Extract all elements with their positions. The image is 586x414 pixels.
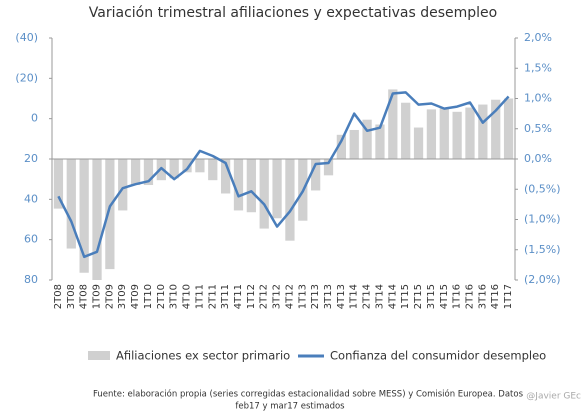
- bar: [362, 119, 372, 159]
- y2-tick-label: 2,0%: [524, 31, 552, 44]
- x-tick-label: 4T13: [336, 284, 347, 309]
- x-tick-label: 2T11: [207, 284, 218, 309]
- x-tick-label: 1T16: [452, 284, 463, 309]
- bar: [272, 159, 282, 219]
- source-note: feb17 y mar17 estimados: [235, 402, 345, 412]
- legend-label: Confianza del consumidor desempleo: [330, 349, 546, 363]
- legend-label: Afiliaciones ex sector primario: [116, 349, 290, 363]
- x-tick-label: 1T13: [297, 284, 308, 309]
- bar: [323, 159, 334, 176]
- bar: [503, 98, 514, 159]
- y2-tick-label: (1,0%): [524, 213, 561, 226]
- x-tick-label: 4T08: [79, 284, 90, 309]
- bar: [465, 107, 475, 159]
- bar: [143, 159, 154, 186]
- x-tick-label: 4T12: [284, 284, 295, 309]
- bar: [452, 111, 462, 159]
- x-tick-label: 3T16: [477, 284, 488, 309]
- y2-tick-label: (2,0%): [524, 273, 561, 286]
- x-tick-label: 4T10: [182, 284, 193, 309]
- bar: [375, 124, 385, 159]
- x-tick-label: 2T15: [413, 284, 424, 309]
- y2-tick-label: 0,5%: [524, 122, 552, 135]
- bar: [413, 127, 424, 159]
- x-tick-label: 4T11: [233, 284, 244, 309]
- x-tick-label: 4T16: [490, 284, 501, 309]
- bar: [439, 107, 449, 159]
- bar: [285, 159, 295, 241]
- legend-swatch: [88, 351, 110, 360]
- x-tick-label: 1T17: [503, 284, 514, 309]
- bar: [92, 159, 102, 280]
- bar: [53, 159, 64, 209]
- bar: [401, 102, 411, 159]
- bar: [478, 104, 488, 159]
- bar: [182, 159, 192, 173]
- y-tick-label: 40: [24, 192, 38, 205]
- x-tick-label: 4T14: [387, 284, 398, 309]
- x-tick-label: 2T16: [464, 284, 475, 309]
- x-tick-label: 2T13: [310, 284, 321, 309]
- y-tick-label: (40): [15, 31, 38, 44]
- y-tick-label: (20): [15, 71, 38, 84]
- x-tick-label: 1T09: [92, 284, 103, 309]
- x-tick-label: 1T11: [194, 284, 205, 309]
- y-tick-label: 0: [31, 112, 38, 125]
- bar: [336, 134, 347, 159]
- y-tick-label: 60: [24, 233, 38, 246]
- bar: [208, 159, 218, 181]
- bar: [426, 109, 437, 159]
- watermark: @Javier GEc: [526, 392, 581, 402]
- x-tick-label: 1T15: [400, 284, 411, 309]
- x-tick-label: 4T15: [439, 284, 450, 309]
- bar: [169, 159, 179, 179]
- x-tick-label: 1T14: [349, 284, 360, 309]
- bar: [246, 159, 256, 213]
- x-tick-label: 2T10: [156, 284, 167, 309]
- x-tick-label: 3T14: [374, 284, 385, 309]
- bar: [79, 159, 89, 273]
- bar: [130, 159, 141, 186]
- x-tick-label: 2T08: [53, 284, 64, 309]
- bar: [118, 159, 128, 211]
- bar: [220, 159, 231, 194]
- x-tick-label: 3T11: [220, 284, 231, 309]
- bar: [388, 89, 398, 159]
- y2-tick-label: 1,0%: [524, 92, 552, 105]
- x-tick-label: 3T15: [426, 284, 437, 309]
- x-tick-label: 3T13: [323, 284, 334, 309]
- x-tick-label: 3T09: [117, 284, 128, 309]
- y-tick-label: 20: [24, 152, 38, 165]
- line: [57, 91, 510, 259]
- x-tick-label: 4T09: [130, 284, 141, 309]
- source-note: Fuente: elaboración propia (series corre…: [93, 389, 524, 400]
- bar: [233, 159, 244, 211]
- x-tick-label: 2T12: [259, 284, 270, 309]
- y-tick-label: 80: [24, 273, 38, 286]
- bar: [195, 159, 205, 173]
- x-tick-label: 3T12: [272, 284, 283, 309]
- x-tick-label: 1T10: [143, 284, 154, 309]
- y2-tick-label: 1,5%: [524, 61, 552, 74]
- bar: [349, 129, 359, 159]
- bar: [311, 159, 321, 191]
- x-tick-label: 2T14: [362, 284, 373, 309]
- bar: [259, 159, 269, 229]
- x-tick-label: 2T09: [104, 284, 115, 309]
- x-tick-label: 1T12: [246, 284, 257, 309]
- x-tick-label: 3T08: [66, 284, 77, 309]
- y2-tick-label: (1,5%): [524, 243, 561, 256]
- y2-tick-label: 0,0%: [524, 152, 552, 165]
- bar: [105, 159, 115, 270]
- chart-title: Variación trimestral afiliaciones y expe…: [89, 5, 497, 21]
- x-tick-label: 3T10: [169, 284, 180, 309]
- y2-tick-label: (0,5%): [524, 182, 561, 195]
- bar: [66, 159, 76, 249]
- bar: [491, 99, 501, 159]
